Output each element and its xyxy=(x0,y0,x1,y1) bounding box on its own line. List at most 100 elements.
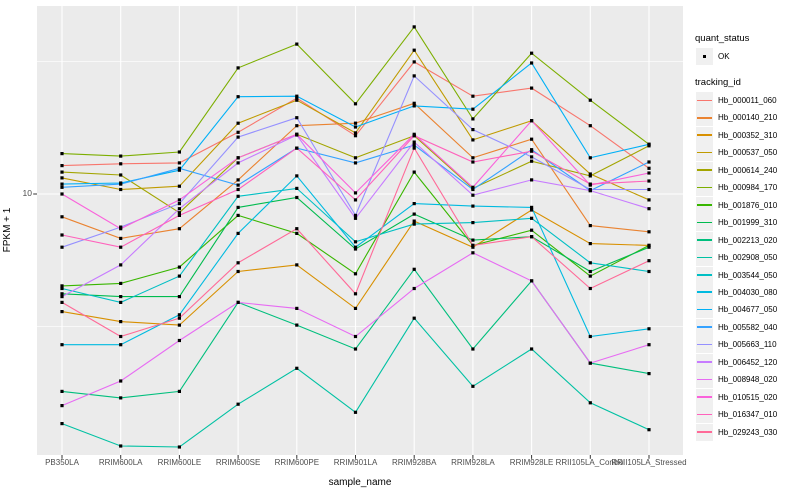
data-point-marker xyxy=(588,401,592,405)
data-point-marker xyxy=(353,125,358,129)
data-point-marker xyxy=(353,247,358,251)
data-point-marker xyxy=(471,193,475,197)
x-axis-tick-label: RRII105LA_Stressed xyxy=(611,458,687,467)
data-point-marker xyxy=(353,213,358,217)
legend-key-Hb_001999_310 xyxy=(696,214,713,232)
data-point-marker xyxy=(60,182,64,186)
legend-line-swatch xyxy=(697,308,712,311)
data-point-marker xyxy=(471,185,475,189)
legend-label-tracking-id: Hb_010515_020 xyxy=(718,392,778,402)
x-axis-tick-label: RRIM600PE xyxy=(274,458,320,467)
legend-label-quant-status-ok: OK xyxy=(718,52,730,61)
data-point-marker xyxy=(471,221,475,225)
data-point-marker xyxy=(295,323,299,327)
data-point-marker xyxy=(60,292,64,296)
data-point-marker xyxy=(647,327,651,331)
data-point-marker xyxy=(353,216,358,220)
legend-title-quant-status: quant_status xyxy=(695,33,750,44)
data-point-marker xyxy=(647,171,651,175)
data-point-marker xyxy=(177,166,181,170)
data-point-marker xyxy=(295,94,299,98)
data-point-marker xyxy=(236,231,240,235)
legend-label-tracking-id: Hb_000011_060 xyxy=(718,96,777,105)
legend-key-Hb_005663_110 xyxy=(696,336,713,354)
data-point-marker xyxy=(588,261,592,265)
x-axis-tick-label: RRIM901LA xyxy=(333,458,378,467)
legend-key-Hb_001876_010 xyxy=(696,196,713,214)
data-point-marker xyxy=(236,121,240,125)
data-point-marker xyxy=(353,134,358,138)
legend-title-tracking-id: tracking_id xyxy=(695,77,741,88)
legend-label-tracking-id: Hb_005663_110 xyxy=(718,340,777,350)
legend-line-swatch xyxy=(697,431,712,433)
legend-key-Hb_010515_020 xyxy=(696,388,713,406)
data-point-marker xyxy=(60,284,64,288)
data-point-marker xyxy=(353,292,358,296)
data-point-marker xyxy=(119,444,123,448)
data-point-marker xyxy=(647,142,651,146)
data-point-marker xyxy=(471,187,475,192)
legend-key-Hb_029243_030 xyxy=(696,423,713,441)
data-point-marker xyxy=(295,124,299,128)
data-point-marker xyxy=(177,323,181,327)
legend-line-swatch xyxy=(697,413,712,416)
legend-label-tracking-id: Hb_000352_310 xyxy=(718,130,778,140)
data-point-marker xyxy=(353,131,358,135)
data-point-marker xyxy=(177,316,181,320)
legend-line-swatch xyxy=(697,221,712,224)
legend-label-tracking-id: Hb_001999_310 xyxy=(718,218,778,228)
data-point-marker xyxy=(530,51,534,55)
data-point-marker xyxy=(236,402,240,406)
data-point-marker xyxy=(412,316,416,320)
data-point-marker xyxy=(60,152,64,156)
legend-key-Hb_006452_120 xyxy=(696,353,713,371)
data-point-marker xyxy=(60,389,64,393)
legend-line-swatch xyxy=(697,116,712,119)
data-point-marker xyxy=(353,161,358,165)
legend-line-swatch xyxy=(697,361,712,363)
data-point-marker xyxy=(119,263,123,267)
data-point-marker xyxy=(530,208,534,212)
legend-line-swatch xyxy=(697,169,712,171)
data-point-marker xyxy=(647,166,651,170)
data-point-marker xyxy=(119,343,123,347)
data-point-marker xyxy=(236,178,240,182)
data-point-marker xyxy=(647,198,651,202)
data-point-marker xyxy=(412,212,416,216)
data-point-marker xyxy=(236,187,240,192)
data-point-marker xyxy=(236,194,240,198)
data-point-marker xyxy=(412,219,416,223)
data-point-marker xyxy=(471,94,475,98)
data-point-marker xyxy=(177,207,181,211)
legend-key-Hb_003544_050 xyxy=(696,266,713,284)
data-point-marker xyxy=(353,156,358,160)
legend-label-tracking-id: Hb_008948_020 xyxy=(718,375,778,385)
legend-line-swatch xyxy=(697,326,712,328)
data-point-marker xyxy=(588,361,592,365)
data-point-marker xyxy=(295,227,299,231)
data-point-marker xyxy=(647,207,651,211)
data-point-marker xyxy=(177,265,181,269)
data-point-marker xyxy=(177,184,181,188)
legend-key-Hb_016347_010 xyxy=(696,406,713,424)
data-point-marker xyxy=(177,445,181,449)
data-point-marker xyxy=(119,320,123,324)
data-point-marker xyxy=(412,286,416,291)
data-point-marker xyxy=(471,245,475,249)
data-point-marker xyxy=(353,191,358,195)
data-point-marker xyxy=(295,132,299,136)
data-point-marker xyxy=(60,245,64,249)
data-point-marker xyxy=(295,42,299,46)
data-point-marker xyxy=(647,269,651,274)
data-point-marker xyxy=(295,146,299,150)
data-point-marker xyxy=(236,130,240,134)
data-point-marker xyxy=(60,164,64,168)
data-point-marker xyxy=(588,269,592,274)
data-point-marker xyxy=(412,101,416,105)
x-axis-tick-label: RRIM600SE xyxy=(215,458,261,467)
data-point-marker xyxy=(295,174,299,178)
legend-label-tracking-id: Hb_002908_050 xyxy=(718,253,778,263)
data-point-marker xyxy=(588,182,592,186)
data-point-marker xyxy=(119,154,123,158)
